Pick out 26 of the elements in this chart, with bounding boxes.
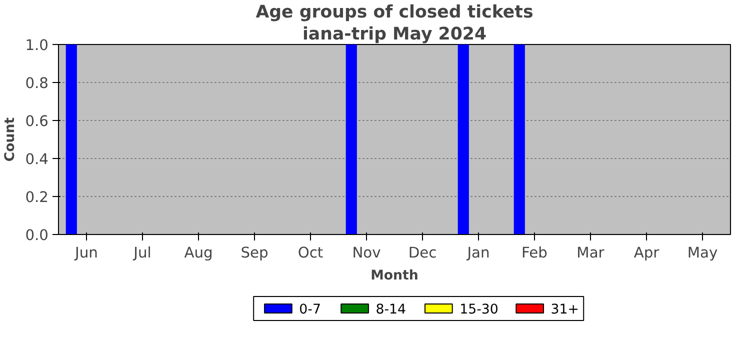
chart-subtitle: iana-trip May 2024	[302, 24, 487, 44]
x-tick-label: Jul	[132, 244, 152, 262]
legend-label: 0-7	[299, 302, 321, 318]
x-tick-label: Aug	[184, 244, 213, 262]
y-tick-label: 0.2	[25, 189, 49, 206]
y-tick-label: 0.4	[25, 151, 49, 168]
x-tick-label: Dec	[408, 244, 437, 262]
legend-label: 8-14	[376, 302, 406, 318]
legend-label: 15-30	[460, 302, 498, 318]
y-tick-label: 0.8	[25, 75, 49, 92]
chart-title: Age groups of closed tickets	[256, 2, 534, 22]
x-tick-label: Mar	[576, 244, 606, 262]
legend-label: 31+	[550, 302, 579, 318]
x-tick-label: Apr	[634, 244, 660, 262]
x-axis-title: Month	[370, 268, 418, 284]
y-tick-label: 0.6	[25, 113, 49, 130]
x-tick-label: Feb	[522, 244, 548, 262]
y-tick-label: 1.0	[25, 37, 49, 54]
y-axis-title: Count	[3, 116, 18, 162]
x-tick-label: Nov	[352, 244, 382, 262]
x-tick-label: Sep	[240, 244, 268, 262]
x-tick-label: Oct	[298, 244, 324, 262]
y-tick-label: 0.0	[25, 227, 49, 244]
x-tick-label: May	[687, 244, 718, 262]
x-tick-label: Jun	[74, 244, 98, 262]
x-tick-label: Jan	[466, 244, 490, 262]
